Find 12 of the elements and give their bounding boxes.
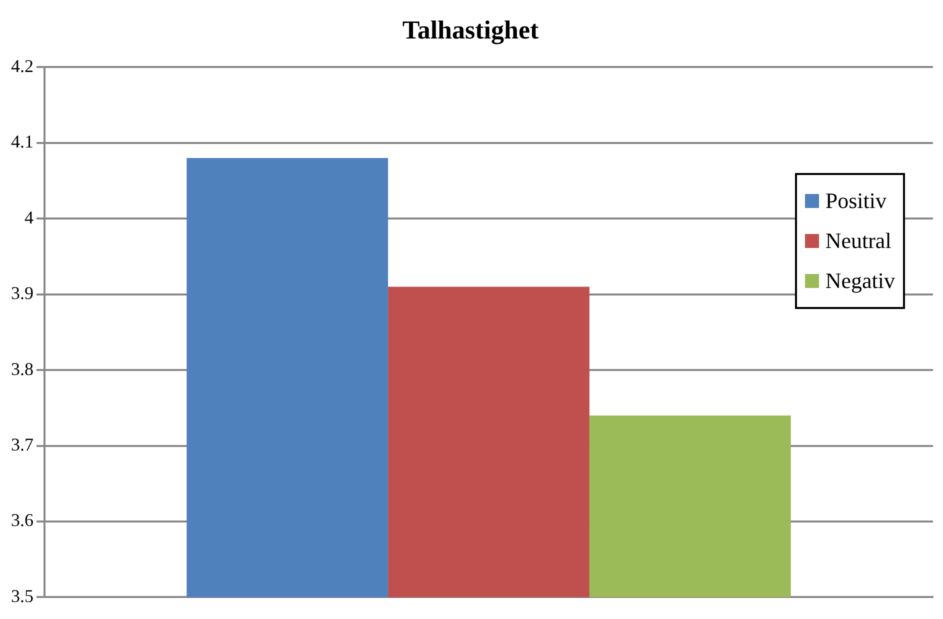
y-tick-label: 3.5: [11, 586, 34, 606]
y-tick-label: 3.9: [11, 283, 34, 304]
y-tick-label: 3.7: [11, 434, 34, 455]
y-tick-label: 4: [24, 207, 34, 228]
y-tick-label: 3.6: [11, 510, 34, 530]
legend-label: Positiv: [825, 187, 886, 215]
y-tick-label: 4.1: [11, 132, 34, 152]
legend-label: Neutral: [825, 227, 892, 255]
chart-title: Talhastighet: [402, 15, 539, 44]
y-tick-label: 3.8: [11, 358, 34, 379]
legend-label: Negativ: [825, 267, 895, 295]
y-tick-label: 4.2: [11, 56, 34, 76]
